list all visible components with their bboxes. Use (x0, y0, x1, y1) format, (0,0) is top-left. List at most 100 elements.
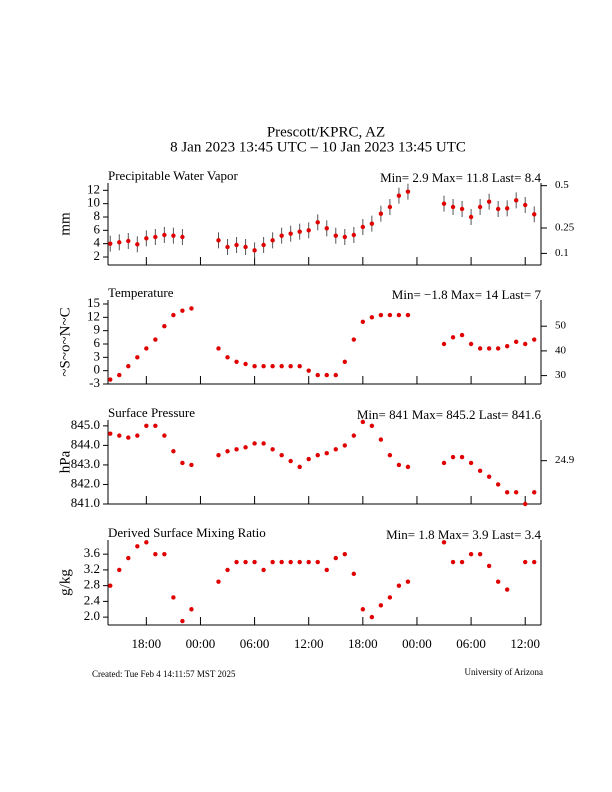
x-tick-label: 18:00 (132, 636, 162, 651)
data-point (441, 201, 447, 206)
data-point (495, 482, 501, 487)
data-point (162, 324, 167, 329)
data-point (225, 567, 230, 573)
y-axis-label: mm (57, 212, 73, 236)
data-point (234, 559, 239, 565)
data-point (297, 364, 302, 369)
data-point (234, 242, 239, 248)
data-point (351, 337, 357, 342)
data-point (180, 460, 185, 466)
data-point (324, 372, 329, 378)
data-point (306, 456, 311, 462)
data-point (225, 244, 230, 250)
y-tick-label: 2.0 (84, 608, 100, 623)
y2-tick-label: 0.1 (555, 247, 569, 259)
data-point (450, 559, 456, 565)
y-tick-label: 841.0 (71, 495, 100, 510)
data-point (387, 204, 393, 210)
data-point (450, 204, 456, 210)
data-point (153, 551, 158, 557)
data-point (486, 346, 492, 351)
data-point (306, 228, 311, 233)
data-point (351, 571, 357, 577)
data-point (369, 614, 375, 620)
footer-created: Created: Tue Feb 4 14:11:57 MST 2025 (92, 669, 236, 679)
data-point (351, 232, 357, 238)
data-point (441, 460, 447, 466)
data-point (117, 240, 122, 245)
data-point (315, 220, 320, 225)
data-point (162, 232, 167, 238)
data-point (523, 501, 528, 507)
data-point (504, 587, 510, 592)
data-point (243, 361, 248, 367)
data-point (369, 315, 375, 320)
data-point (297, 229, 302, 234)
data-point (153, 423, 158, 429)
data-point (468, 214, 474, 220)
y-tick-label: 8 (94, 208, 101, 223)
data-point (459, 454, 465, 460)
data-point (135, 433, 140, 438)
data-point (486, 474, 492, 479)
data-point (378, 211, 384, 216)
y-tick-label: 3.6 (84, 545, 101, 560)
data-point (135, 242, 140, 247)
y-tick-label: 2.8 (84, 577, 100, 592)
data-point (153, 337, 158, 342)
data-point (324, 567, 329, 573)
data-point (243, 244, 248, 250)
data-point (234, 447, 239, 452)
data-point (396, 462, 402, 468)
data-point (513, 198, 519, 203)
data-point (360, 419, 366, 425)
y-tick-label: 3.2 (84, 561, 100, 576)
data-point (261, 567, 266, 573)
data-point (108, 241, 113, 246)
footer-credit: University of Arizona (465, 667, 543, 677)
data-point (126, 364, 131, 369)
data-point (261, 441, 266, 446)
data-point (477, 204, 483, 210)
data-point (189, 462, 194, 468)
data-point (504, 344, 510, 349)
panel-stats: Min= 2.9 Max= 11.8 Last= 8.4 (380, 170, 541, 185)
data-point (117, 372, 122, 378)
data-point (135, 355, 140, 360)
panel-stats: Min= 1.8 Max= 3.9 Last= 3.4 (386, 527, 541, 542)
data-point (486, 563, 492, 569)
panel-stats: Min= −1.8 Max= 14 Last= 7 (392, 287, 542, 302)
data-point (523, 202, 528, 208)
data-point (243, 559, 248, 565)
data-point (405, 312, 411, 318)
data-point (315, 452, 320, 458)
panel-title: Temperature (108, 285, 174, 300)
data-point (523, 559, 528, 565)
data-point (288, 458, 293, 464)
data-point (180, 618, 185, 624)
data-point (252, 364, 257, 369)
data-point (387, 595, 393, 600)
x-tick-label: 00:00 (402, 636, 432, 651)
data-point (243, 445, 248, 450)
data-point (459, 559, 465, 565)
data-point (532, 337, 537, 342)
data-point (135, 544, 140, 549)
data-point (306, 368, 311, 373)
data-point (396, 312, 402, 318)
y-tick-label: 3 (94, 348, 101, 363)
data-point (477, 468, 483, 473)
x-tick-label: 18:00 (348, 636, 378, 651)
data-point (288, 231, 293, 236)
y-tick-label: 843.0 (71, 456, 100, 471)
y-tick-label: 844.0 (71, 436, 100, 451)
data-point (468, 341, 474, 347)
chart-title: Prescott/KPRC, AZ (267, 124, 385, 140)
y-tick-label: 6 (94, 221, 101, 236)
data-point (378, 603, 384, 608)
data-point (117, 433, 122, 438)
x-tick-label: 12:00 (510, 636, 540, 651)
data-point (180, 308, 185, 313)
data-point (216, 579, 221, 584)
data-point (396, 583, 402, 588)
